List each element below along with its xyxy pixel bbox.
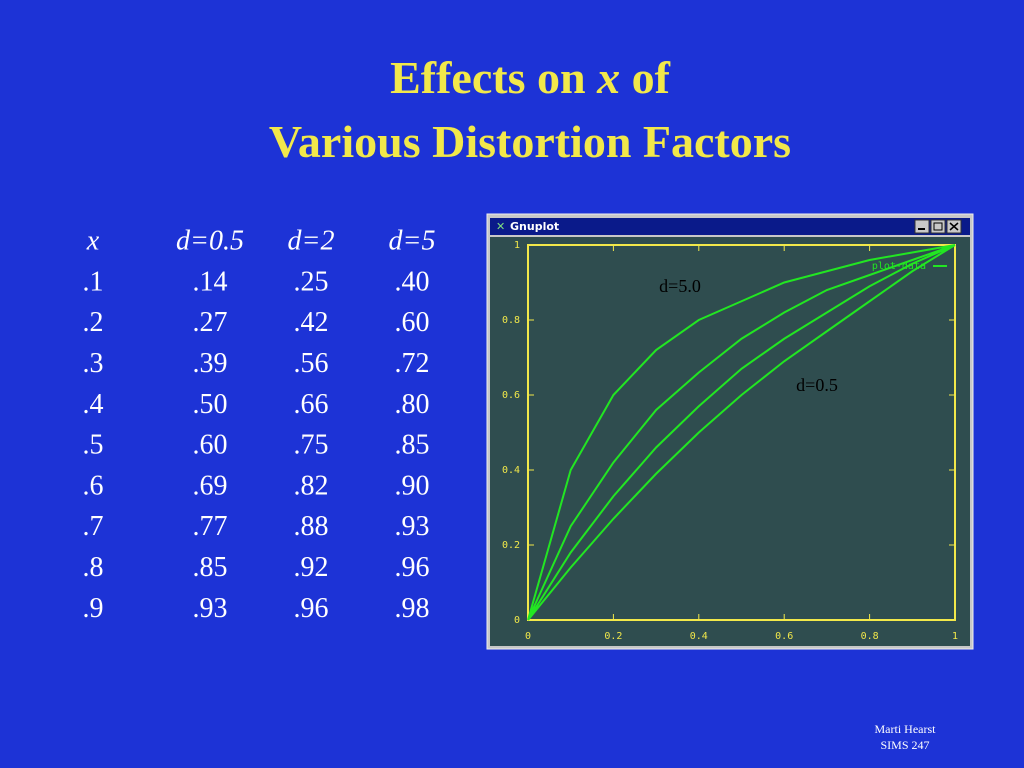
y-tick-label: 0 [514, 615, 520, 626]
title-part: x [596, 52, 620, 103]
table-cell: .98 [395, 593, 430, 624]
table-cell: .75 [294, 430, 329, 461]
table-header: d=5 [389, 225, 436, 256]
table-cell: .96 [294, 593, 329, 624]
minimize-button[interactable] [914, 219, 930, 234]
legend-label: plot-data [872, 261, 926, 272]
table-cell: .82 [294, 470, 329, 501]
y-tick-label: 0.4 [502, 465, 520, 476]
table-cell: .7 [83, 511, 104, 542]
y-tick-label: 1 [514, 240, 520, 251]
table-cell: .1 [83, 266, 104, 297]
title-line-1: Effects on x of [390, 52, 670, 103]
table-cell: .88 [294, 511, 329, 542]
table-cell: .5 [83, 430, 104, 461]
maximize-glyph [933, 222, 943, 231]
table-cell: .3 [83, 348, 104, 379]
x-tick-label: 0 [525, 631, 531, 642]
table-cell: .4 [83, 389, 104, 420]
table-header: d=0.5 [176, 225, 244, 256]
close-glyph [949, 222, 959, 231]
table-cell: .42 [294, 307, 329, 338]
table-cell: .39 [193, 348, 228, 379]
table-cell: .66 [294, 389, 329, 420]
annotation: d=5.0 [659, 276, 701, 296]
table-cell: .50 [193, 389, 228, 420]
window-buttons[interactable] [914, 219, 962, 234]
y-tick-label: 0.6 [502, 390, 520, 401]
table: x d=0.5 d=2 d=5 .1 .14 .25 .40 .2 .27 .42 .60 .3 .39.… [83, 225, 436, 623]
window-titlebar [490, 218, 970, 235]
annotation: d=0.5 [796, 375, 838, 395]
title-part: Effects on [390, 52, 585, 103]
x-tick-label: 1 [952, 631, 958, 642]
table-cell: .2 [83, 307, 104, 338]
footer-author: Marti Hearst [875, 722, 937, 736]
table-cell: .8 [83, 552, 104, 583]
table-cell: .69 [193, 470, 228, 501]
x-tick-label: 0.4 [690, 631, 708, 642]
table-cell: .56 [294, 348, 329, 379]
table-cell: .60 [193, 430, 228, 461]
table-cell: .85 [395, 430, 430, 461]
table-cell: .93 [193, 593, 228, 624]
table-cell: .80 [395, 389, 430, 420]
plot-background [490, 237, 970, 646]
chart: 0 0.2 0.4 0.6 0.8 1 0 0.2 0.4 0.6 0.8 1 plot-data d=5… [502, 240, 958, 642]
table-cell: .92 [294, 552, 329, 583]
maximize-button[interactable] [930, 219, 946, 234]
title-line-2: Various Distortion Factors [269, 116, 791, 167]
table-cell: .9 [83, 593, 104, 624]
plot-border [527, 244, 956, 621]
footer-course: SIMS 247 [880, 738, 929, 752]
table-header: d=2 [288, 225, 335, 256]
table-cell: .93 [395, 511, 430, 542]
window-title: Gnuplot [510, 220, 559, 233]
table-header: x [86, 225, 100, 256]
x-tick-label: 0.6 [775, 631, 793, 642]
x-tick-label: 0.8 [861, 631, 879, 642]
table-cell: .14 [193, 266, 228, 297]
table-cell: .96 [395, 552, 430, 583]
table-cell: .27 [193, 307, 228, 338]
data-line [527, 244, 956, 621]
title-part: of [632, 52, 671, 103]
table-cell: .6 [83, 470, 104, 501]
table-cell: .40 [395, 266, 430, 297]
y-tick-label: 0.8 [502, 315, 520, 326]
table-cell: .72 [395, 348, 430, 379]
table-cell: .90 [395, 470, 430, 501]
table-cell: .60 [395, 307, 430, 338]
y-tick-label: 0.2 [502, 540, 520, 551]
table-cell: .25 [294, 266, 329, 297]
table-cell: .77 [193, 511, 228, 542]
table-cell: .85 [193, 552, 228, 583]
x-tick-label: 0.2 [604, 631, 622, 642]
window-icon: ✕ [496, 220, 505, 233]
